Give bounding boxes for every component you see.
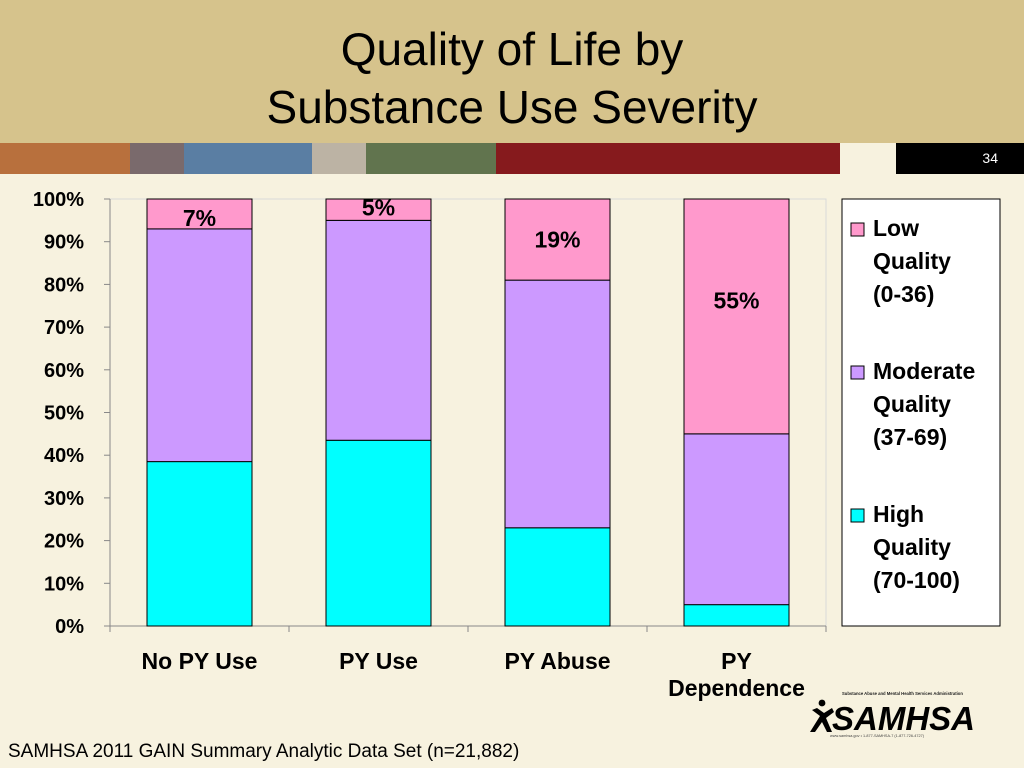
- legend-label: (0-36): [873, 281, 934, 307]
- legend-label: High: [873, 501, 924, 527]
- legend-label: Quality: [873, 534, 951, 560]
- x-category-label: Dependence: [668, 675, 805, 701]
- bar-segment: [683, 604, 790, 627]
- bar-segment: [504, 527, 611, 627]
- legend-label: Low: [873, 215, 919, 241]
- color-stripe: [0, 143, 1024, 174]
- bar-segment: [683, 433, 790, 606]
- legend-swatch: [850, 365, 865, 380]
- bar-segment: [325, 439, 432, 627]
- bar-segment: [146, 461, 253, 627]
- legend-label: (37-69): [873, 424, 947, 450]
- legend-swatch: [850, 508, 865, 523]
- y-tick-label: 70%: [44, 317, 84, 339]
- chart: 0% 10% 20% 30% 40% 50% 60% 70% 80% 90% 100% No PY U…: [33, 189, 1001, 701]
- title-line-2: Substance Use Severity: [266, 81, 758, 133]
- y-tick-label: 0%: [55, 616, 84, 638]
- x-category-label: PY Use: [339, 648, 418, 674]
- data-label: 5%: [362, 195, 395, 221]
- y-tick-label: 40%: [44, 445, 84, 467]
- bar-segment: [146, 228, 253, 463]
- stripe-segment: [0, 143, 130, 174]
- y-tick-label: 30%: [44, 488, 84, 510]
- legend-swatch: [850, 222, 865, 237]
- footer-source: SAMHSA 2011 GAIN Summary Analytic Data S…: [8, 741, 520, 762]
- title-band: [0, 0, 1024, 143]
- x-category-label: No PY Use: [142, 648, 258, 674]
- legend-box: [841, 198, 1001, 627]
- bar-segment: [683, 198, 790, 435]
- stripe-segment: [896, 143, 1024, 174]
- data-label: 7%: [183, 205, 216, 231]
- y-tick-label: 10%: [44, 573, 84, 595]
- bar-segment: [504, 198, 611, 281]
- y-tick-label: 90%: [44, 232, 84, 254]
- bar-segment: [325, 219, 432, 441]
- data-label: 19%: [534, 227, 580, 253]
- x-category-label: PY: [721, 648, 752, 674]
- stripe-segment: [312, 143, 366, 174]
- legend-label: Moderate: [873, 358, 975, 384]
- bar-segment: [146, 198, 253, 230]
- y-tick-label: 80%: [44, 274, 84, 296]
- legend-label: (70-100): [873, 567, 960, 593]
- stripe-segment: [184, 143, 312, 174]
- data-label: 55%: [713, 287, 759, 313]
- y-tick-label: 20%: [44, 531, 84, 553]
- logo-wordmark: SAMHSA: [832, 700, 975, 737]
- stripe-segment: [496, 143, 840, 174]
- logo-tagline: Substance Abuse and Mental Health Servic…: [842, 691, 963, 696]
- y-tick-label: 60%: [44, 360, 84, 382]
- logo-figure-icon: [810, 699, 834, 732]
- title-line-1: Quality of Life by: [340, 23, 684, 75]
- y-tick-label: 100%: [33, 189, 84, 211]
- stripe-segment: [366, 143, 496, 174]
- samhsa-logo: Substance Abuse and Mental Health Servic…: [810, 691, 975, 738]
- legend-label: Quality: [873, 248, 951, 274]
- bar-segment: [504, 279, 611, 529]
- page-number: 34: [982, 150, 998, 166]
- stripe-segment: [840, 143, 896, 174]
- bar-segment: [325, 198, 432, 221]
- legend-label: Quality: [873, 391, 951, 417]
- slide-title: Quality of Life by Substance Use Severit…: [0, 20, 1024, 136]
- stripe-segment: [130, 143, 184, 174]
- logo-contact: www.samhsa.gov • 1-877-SAMHSA-7 (1-877-7…: [830, 734, 925, 738]
- y-tick-label: 50%: [44, 403, 84, 425]
- x-category-label: PY Abuse: [504, 648, 610, 674]
